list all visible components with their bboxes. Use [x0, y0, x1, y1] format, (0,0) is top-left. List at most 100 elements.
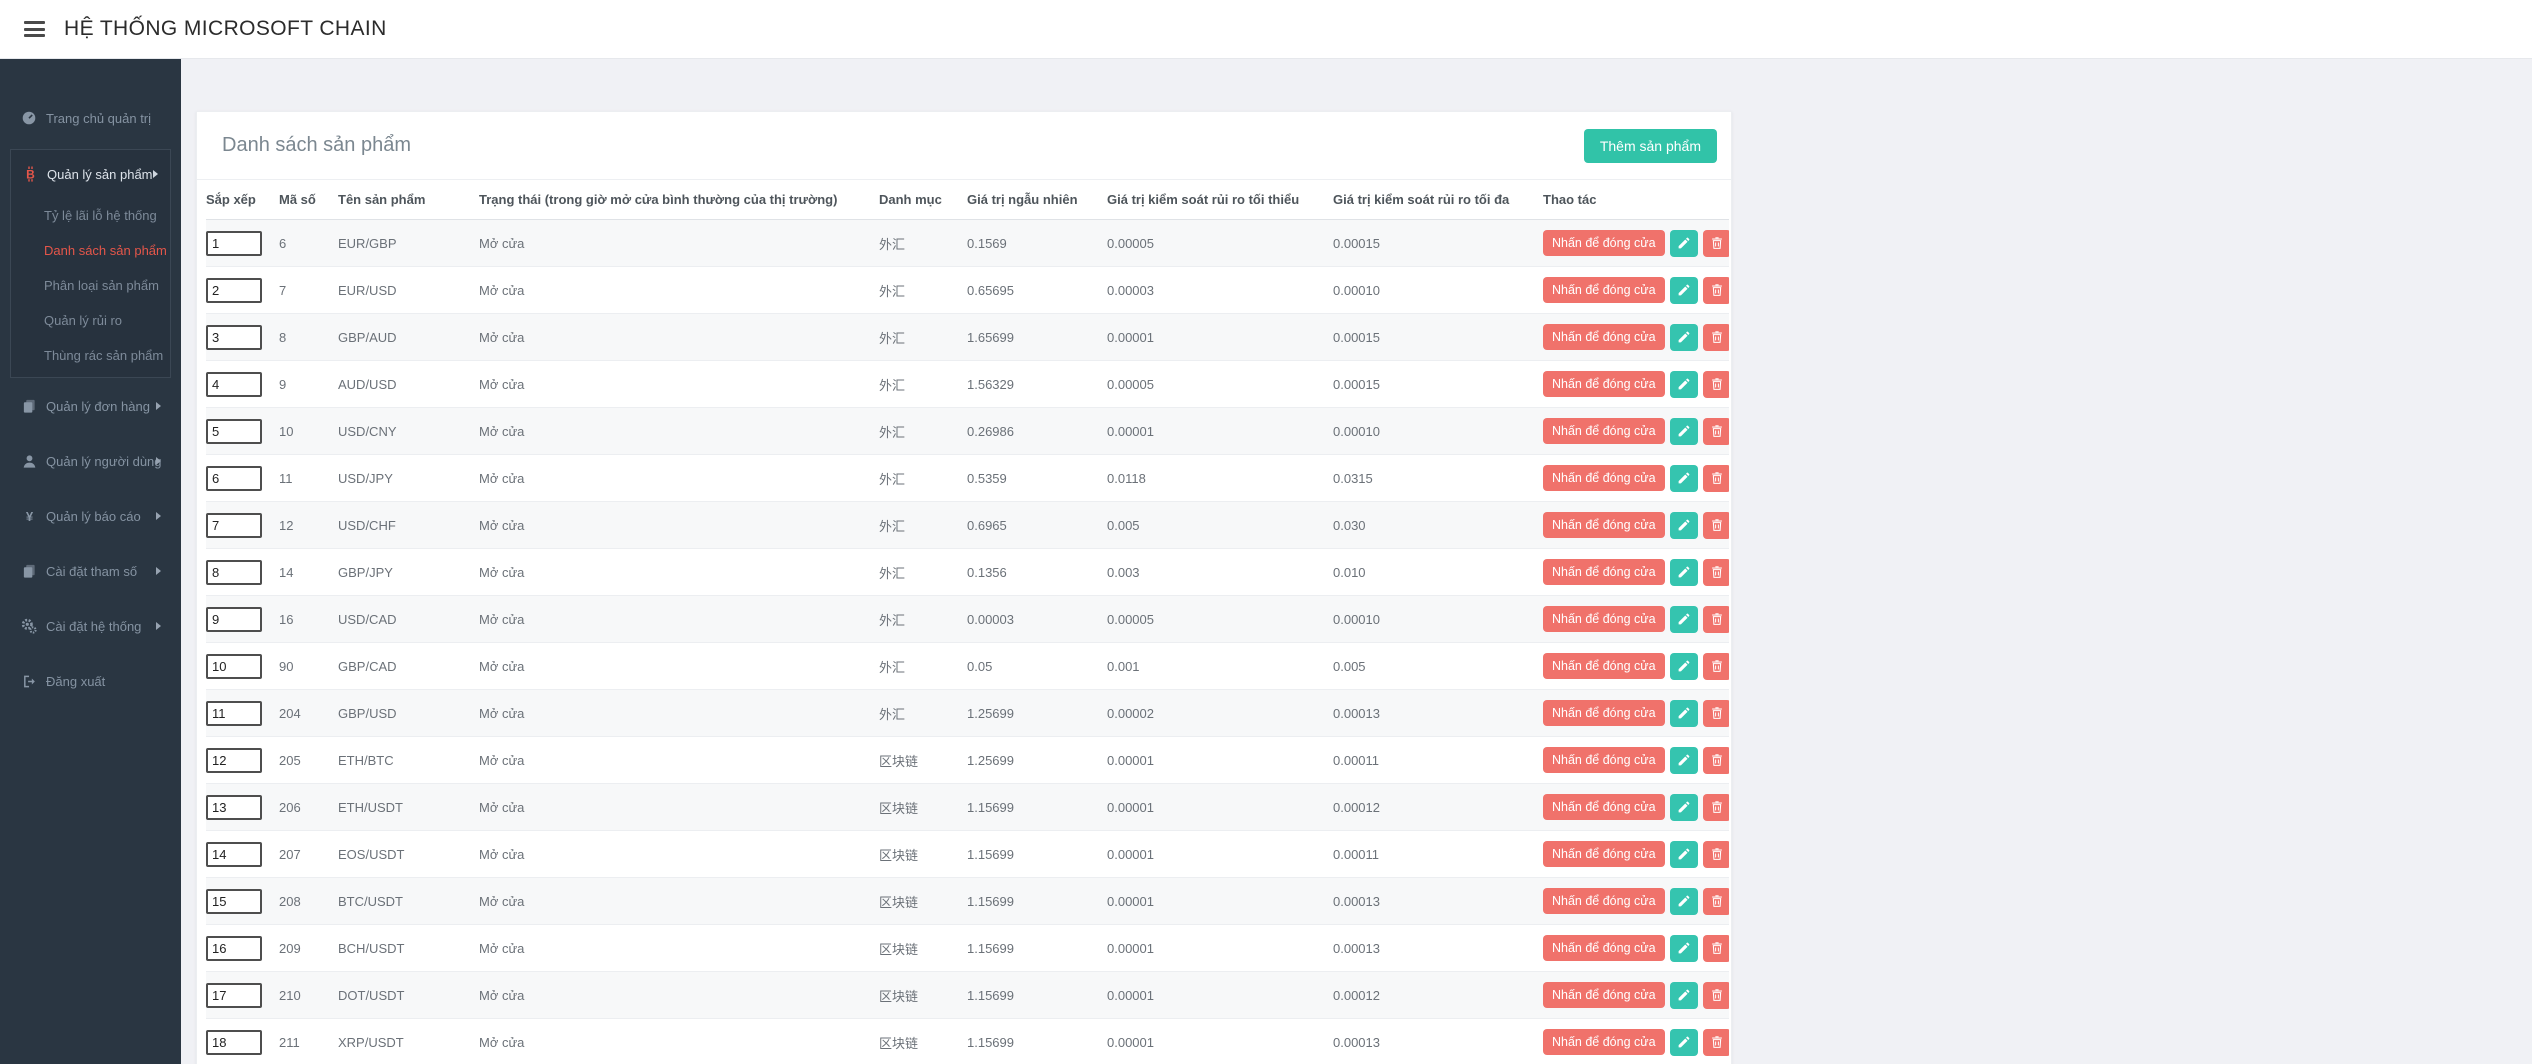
edit-button[interactable]	[1669, 840, 1698, 868]
close-market-button[interactable]: Nhấn để đóng cửa	[1543, 559, 1665, 585]
order-input[interactable]	[206, 230, 262, 256]
edit-button[interactable]	[1669, 746, 1698, 774]
edit-button[interactable]	[1669, 934, 1698, 962]
order-input[interactable]	[206, 653, 262, 679]
delete-button[interactable]	[1702, 699, 1729, 727]
close-market-button[interactable]: Nhấn để đóng cửa	[1543, 512, 1665, 538]
close-market-button[interactable]: Nhấn để đóng cửa	[1543, 324, 1665, 350]
pencil-icon	[1677, 331, 1690, 344]
order-input[interactable]	[206, 935, 262, 961]
close-market-button[interactable]: Nhấn để đóng cửa	[1543, 371, 1665, 397]
add-product-button[interactable]: Thêm sản phẩm	[1583, 128, 1717, 163]
delete-button[interactable]	[1702, 934, 1729, 962]
sidebar-item-system-settings[interactable]: Cài đặt hệ thống	[0, 601, 181, 651]
order-input[interactable]	[206, 277, 262, 303]
delete-button[interactable]	[1702, 1028, 1729, 1056]
order-input[interactable]	[206, 418, 262, 444]
order-input[interactable]	[206, 371, 262, 397]
sidebar-item-dashboard[interactable]: Trang chủ quản trị	[0, 93, 181, 143]
delete-button[interactable]	[1702, 276, 1729, 304]
delete-button[interactable]	[1702, 652, 1729, 680]
order-input[interactable]	[206, 465, 262, 491]
sidebar-subitem-product-category[interactable]: Phân loại sản phẩm	[44, 278, 159, 293]
delete-button[interactable]	[1702, 229, 1729, 257]
order-input[interactable]	[206, 324, 262, 350]
pencil-icon	[1677, 989, 1690, 1002]
sidebar-item-report-management[interactable]: ¥ Quản lý báo cáo	[0, 491, 181, 541]
sidebar-subitem-risk-management[interactable]: Quản lý rủi ro	[44, 313, 123, 328]
sidebar-item-parameter-settings[interactable]: Cài đặt tham số	[0, 546, 181, 596]
sidebar-subitem-product-trash[interactable]: Thùng rác sản phẩm	[44, 348, 164, 363]
table-row: 208 BTC/USDT Mở cửa 区块链 1.15699 0.00001 …	[206, 877, 1729, 925]
edit-button[interactable]	[1669, 793, 1698, 821]
delete-button[interactable]	[1702, 840, 1729, 868]
close-market-button[interactable]: Nhấn để đóng cửa	[1543, 277, 1665, 303]
sidebar-item-order-management[interactable]: Quản lý đơn hàng	[0, 381, 181, 431]
close-market-button[interactable]: Nhấn để đóng cửa	[1543, 794, 1665, 820]
edit-button[interactable]	[1669, 699, 1698, 727]
edit-button[interactable]	[1669, 276, 1698, 304]
edit-button[interactable]	[1669, 605, 1698, 633]
edit-button[interactable]	[1669, 558, 1698, 586]
sidebar-item-logout[interactable]: Đăng xuất	[0, 656, 181, 706]
delete-button[interactable]	[1702, 887, 1729, 915]
edit-button[interactable]	[1669, 370, 1698, 398]
close-market-button[interactable]: Nhấn để đóng cửa	[1543, 230, 1665, 256]
table-body: 6 EUR/GBP Mở cửa 外汇 0.1569 0.00005 0.000…	[206, 219, 1729, 1064]
order-input[interactable]	[206, 747, 262, 773]
edit-button[interactable]	[1669, 652, 1698, 680]
delete-button[interactable]	[1702, 370, 1729, 398]
order-input[interactable]	[206, 841, 262, 867]
sidebar-subitem-product-list[interactable]: Danh sách sản phẩm	[44, 243, 167, 258]
pencil-icon	[1677, 848, 1690, 861]
order-input[interactable]	[206, 794, 262, 820]
close-market-button[interactable]: Nhấn để đóng cửa	[1543, 1029, 1665, 1055]
sidebar-item-product-management[interactable]: B Quản lý sản phẩm	[11, 150, 170, 198]
delete-button[interactable]	[1702, 417, 1729, 445]
delete-button[interactable]	[1702, 793, 1729, 821]
edit-button[interactable]	[1669, 981, 1698, 1009]
edit-button[interactable]	[1669, 417, 1698, 445]
close-market-button[interactable]: Nhấn để đóng cửa	[1543, 841, 1665, 867]
close-market-button[interactable]: Nhấn để đóng cửa	[1543, 465, 1665, 491]
order-input[interactable]	[206, 1029, 262, 1055]
edit-button[interactable]	[1669, 323, 1698, 351]
delete-button[interactable]	[1702, 511, 1729, 539]
delete-button[interactable]	[1702, 981, 1729, 1009]
delete-button[interactable]	[1702, 558, 1729, 586]
order-input[interactable]	[206, 700, 262, 726]
order-input[interactable]	[206, 606, 262, 632]
close-market-button[interactable]: Nhấn để đóng cửa	[1543, 747, 1665, 773]
close-market-button[interactable]: Nhấn để đóng cửa	[1543, 700, 1665, 726]
delete-button[interactable]	[1702, 464, 1729, 492]
delete-button[interactable]	[1702, 605, 1729, 633]
delete-button[interactable]	[1702, 323, 1729, 351]
close-market-button[interactable]: Nhấn để đóng cửa	[1543, 418, 1665, 444]
close-market-button[interactable]: Nhấn để đóng cửa	[1543, 653, 1665, 679]
table-row: 11 USD/JPY Mở cửa 外汇 0.5359 0.0118 0.031…	[206, 455, 1729, 502]
edit-button[interactable]	[1669, 229, 1698, 257]
order-input[interactable]	[206, 512, 262, 538]
close-market-button[interactable]: Nhấn để đóng cửa	[1543, 606, 1665, 632]
cell-risk-max: 0.030	[1333, 517, 1366, 533]
cell-category: 外汇	[879, 424, 906, 440]
edit-button[interactable]	[1669, 887, 1698, 915]
order-input[interactable]	[206, 982, 262, 1008]
order-input[interactable]	[206, 888, 262, 914]
edit-button[interactable]	[1669, 464, 1698, 492]
edit-button[interactable]	[1669, 1028, 1698, 1056]
edit-button[interactable]	[1669, 511, 1698, 539]
cell-risk-min: 0.00005	[1107, 611, 1154, 627]
sidebar-subitem-profit-loss-rate[interactable]: Tỷ lệ lãi lỗ hệ thống	[44, 208, 157, 223]
delete-button[interactable]	[1702, 746, 1729, 774]
close-market-button[interactable]: Nhấn để đóng cửa	[1543, 935, 1665, 961]
close-market-button[interactable]: Nhấn để đóng cửa	[1543, 888, 1665, 914]
cell-risk-max: 0.00013	[1333, 705, 1380, 721]
hamburger-menu-icon[interactable]	[24, 21, 45, 37]
cell-code: 11	[279, 470, 293, 486]
order-input[interactable]	[206, 559, 262, 585]
pencil-icon	[1677, 566, 1690, 579]
cell-name: EUR/USD	[338, 282, 397, 298]
sidebar-item-user-management[interactable]: Quản lý người dùng	[0, 436, 181, 486]
close-market-button[interactable]: Nhấn để đóng cửa	[1543, 982, 1665, 1008]
